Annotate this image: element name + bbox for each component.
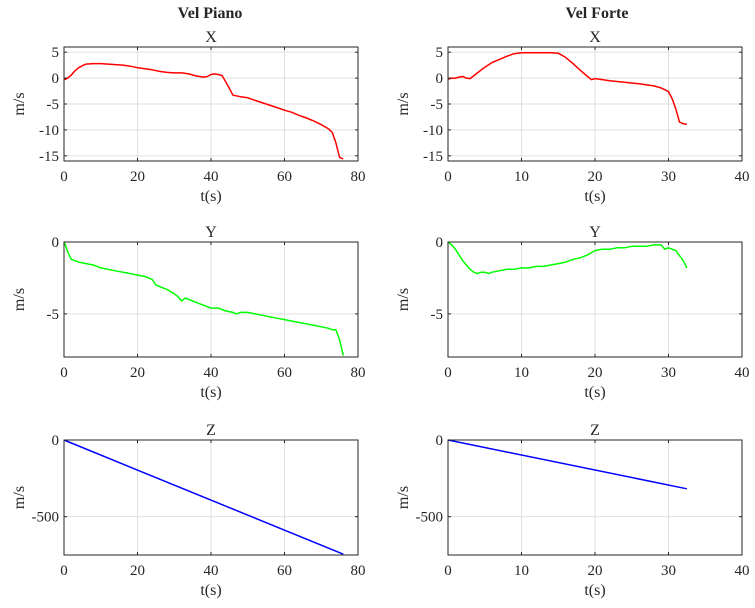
y-tick-label: -5 — [47, 307, 60, 323]
series-line — [447, 51, 688, 125]
series-line — [63, 62, 344, 160]
subplot-vel-piano-y: 0 20 40 60 80 -5 0 Yt(s) m/s — [11, 224, 366, 401]
y-tick-label: 0 — [436, 71, 444, 87]
x-tick-label: 0 — [60, 365, 68, 381]
x-axis-label: t(s) — [200, 384, 221, 401]
x-axis-label: t(s) — [584, 384, 605, 401]
y-tick-label: 0 — [52, 235, 60, 251]
x-tick-label: 10 — [514, 563, 529, 579]
x-tick-label: 0 — [60, 563, 68, 579]
subplot-vel-forte-y: 0 10 20 30 40 -5 0 Yt(s) m/s — [395, 224, 750, 401]
x-tick-label: 30 — [661, 169, 676, 185]
y-axis-label: m/s — [395, 288, 412, 311]
x-tick-label: 20 — [588, 169, 603, 185]
x-tick-label: 20 — [130, 169, 145, 185]
x-tick-label: 10 — [514, 365, 529, 381]
x-tick-label: 10 — [514, 169, 529, 185]
series-line — [63, 439, 344, 555]
x-tick-label: 80 — [351, 169, 366, 185]
y-tick-label: 0 — [436, 235, 444, 251]
x-axis-label: t(s) — [200, 188, 221, 205]
y-tick-label: 5 — [436, 45, 444, 61]
x-tick-label: 40 — [735, 169, 750, 185]
y-tick-label: -15 — [39, 149, 59, 165]
x-tick-label: 20 — [588, 365, 603, 381]
x-tick-label: 80 — [351, 563, 366, 579]
x-tick-label: 40 — [204, 563, 219, 579]
y-tick-label: 0 — [52, 71, 60, 87]
x-tick-label: 0 — [444, 169, 452, 185]
y-tick-label: -500 — [416, 510, 444, 526]
x-tick-label: 0 — [444, 365, 452, 381]
series-line — [447, 439, 688, 490]
subplot-vel-piano-z: 0 20 40 60 80 -500 0 Zt(s) m/s — [11, 422, 366, 599]
series-line — [63, 241, 345, 356]
subplot-title: Y — [589, 224, 601, 241]
x-tick-label: 0 — [60, 169, 68, 185]
x-tick-label: 60 — [277, 563, 292, 579]
x-tick-label: 40 — [735, 365, 750, 381]
subplot-title: Z — [206, 422, 216, 439]
x-tick-label: 60 — [277, 169, 292, 185]
subplot-vel-forte-x: 0 10 20 30 40 -15 -10 -5 0 5 Xt(s) m/s — [395, 29, 750, 205]
subplot-vel-piano-x: 0 20 40 60 80 -15 -10 -5 0 5 Xt(s) m/s — [11, 29, 366, 205]
subplot-title: X — [589, 29, 601, 46]
x-tick-label: 20 — [588, 563, 603, 579]
y-axis-label: m/s — [395, 92, 412, 115]
y-tick-label: -10 — [39, 123, 59, 139]
x-axis-label: t(s) — [584, 582, 605, 599]
y-tick-label: -500 — [32, 510, 60, 526]
y-tick-label: -5 — [431, 97, 444, 113]
subplot-vel-forte-z: 0 10 20 30 40 -500 0 Zt(s) m/s — [395, 422, 750, 599]
column-title-vel-forte: Vel Forte — [566, 5, 629, 22]
y-axis-label: m/s — [11, 92, 28, 115]
y-tick-label: -5 — [431, 307, 444, 323]
y-tick-label: 0 — [52, 433, 60, 449]
y-tick-label: -10 — [423, 123, 443, 139]
series-line — [447, 241, 688, 275]
subplot-title: Y — [205, 224, 217, 241]
y-tick-label: 0 — [436, 433, 444, 449]
x-tick-label: 0 — [444, 563, 452, 579]
subplot-title: Z — [590, 422, 600, 439]
x-tick-label: 20 — [130, 563, 145, 579]
x-tick-label: 80 — [351, 365, 366, 381]
x-tick-label: 30 — [661, 563, 676, 579]
x-tick-label: 60 — [277, 365, 292, 381]
y-tick-label: 5 — [52, 45, 60, 61]
subplot-title: X — [205, 29, 217, 46]
x-axis-label: t(s) — [200, 582, 221, 599]
x-tick-label: 30 — [661, 365, 676, 381]
y-axis-label: m/s — [395, 486, 412, 509]
y-tick-label: -15 — [423, 149, 443, 165]
y-axis-label: m/s — [11, 288, 28, 311]
y-tick-label: -5 — [47, 97, 60, 113]
x-axis-label: t(s) — [584, 188, 605, 205]
x-tick-label: 40 — [735, 563, 750, 579]
x-tick-label: 40 — [204, 365, 219, 381]
column-title-vel-piano: Vel Piano — [178, 5, 243, 22]
y-axis-label: m/s — [11, 486, 28, 509]
x-tick-label: 40 — [204, 169, 219, 185]
x-tick-label: 20 — [130, 365, 145, 381]
